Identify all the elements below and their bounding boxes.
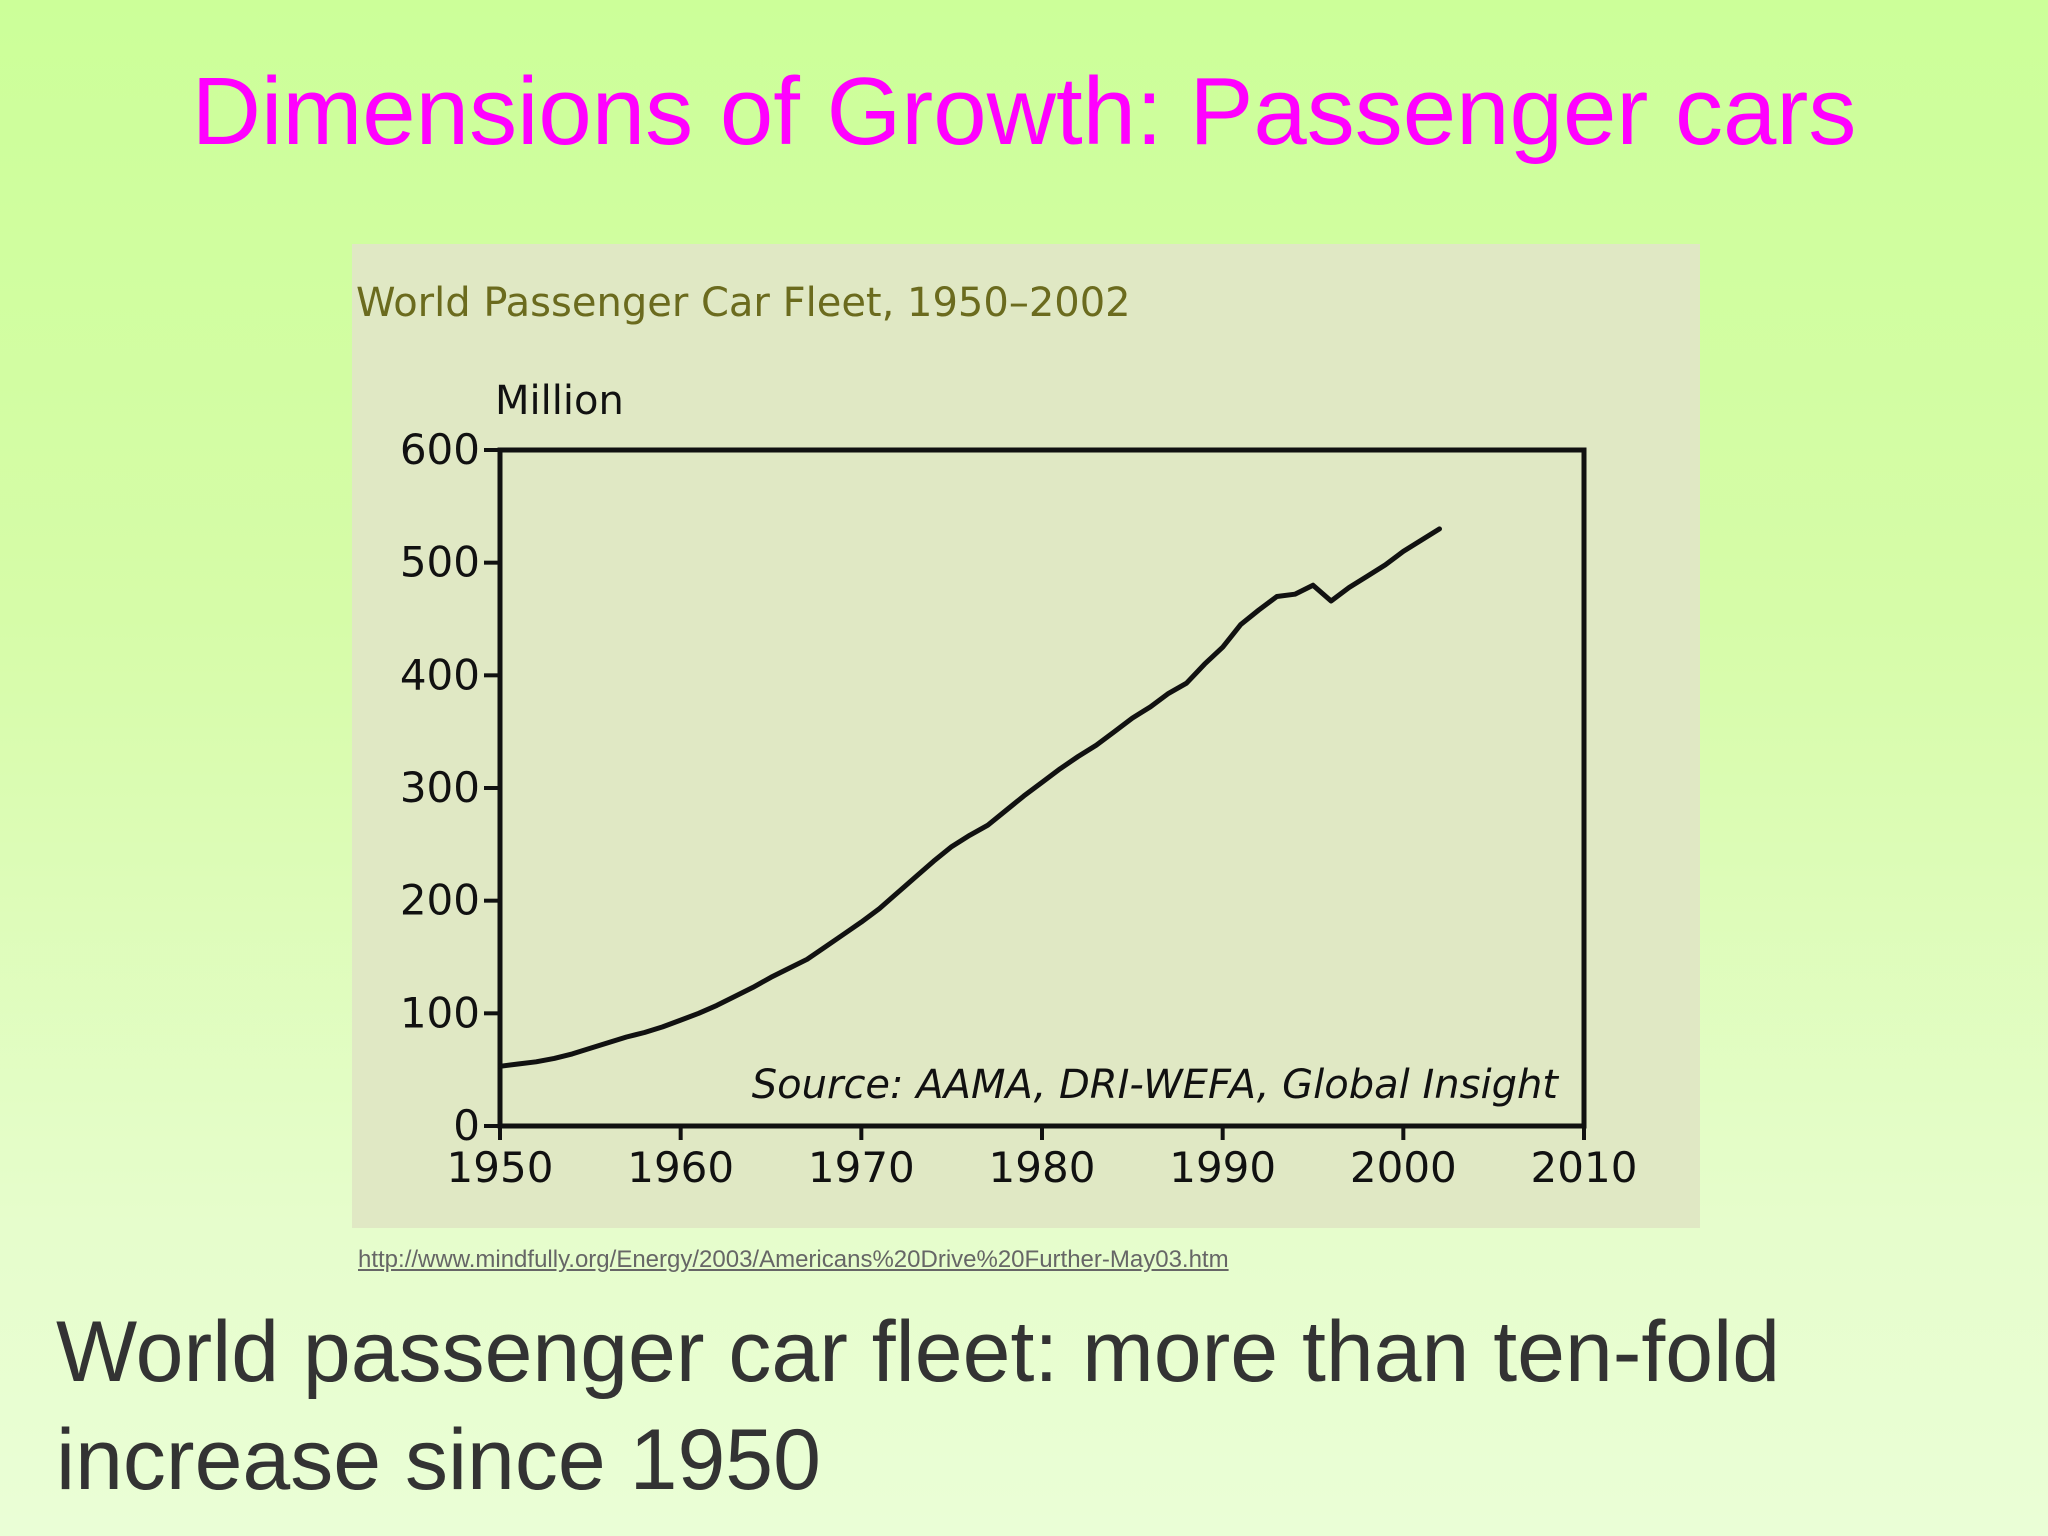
y-axis: 0 100 200 300 400 500 600 [400,425,500,1150]
x-tick-label: 2000 [1350,1143,1457,1192]
slide-title: Dimensions of Growth: Passenger cars [191,58,1857,165]
x-tick-label: 1960 [627,1143,734,1192]
slide-body-text: World passenger car fleet: more than ten… [56,1304,1781,1508]
y-tick-label: 600 [400,425,480,474]
x-tick-label: 1950 [447,1143,554,1192]
y-tick-label: 400 [400,650,480,699]
y-tick-label: 0 [453,1101,480,1150]
x-tick-label: 2010 [1531,1143,1638,1192]
x-tick-label: 1980 [989,1143,1096,1192]
chart-title: World Passenger Car Fleet, 1950–2002 [356,280,1131,326]
x-axis: 1950 1960 1970 1980 1990 2000 2010 [447,1126,1638,1192]
y-tick-label: 300 [400,763,480,812]
y-tick-label: 500 [400,538,480,587]
chart-panel: World Passenger Car Fleet, 1950–2002 Mil… [352,244,1700,1228]
source-annotation: Source: AAMA, DRI-WEFA, Global Insight [752,1062,1560,1108]
source-link[interactable]: http://www.mindfully.org/Energy/2003/Ame… [358,1246,1229,1273]
y-tick-label: 100 [400,988,480,1037]
y-axis-label: Million [495,378,624,424]
x-tick-label: 1990 [1169,1143,1276,1192]
series-line [497,526,1442,1069]
line-chart: World Passenger Car Fleet, 1950–2002 Mil… [356,280,1638,1192]
x-tick-label: 1970 [808,1143,915,1192]
y-tick-label: 200 [400,876,480,925]
